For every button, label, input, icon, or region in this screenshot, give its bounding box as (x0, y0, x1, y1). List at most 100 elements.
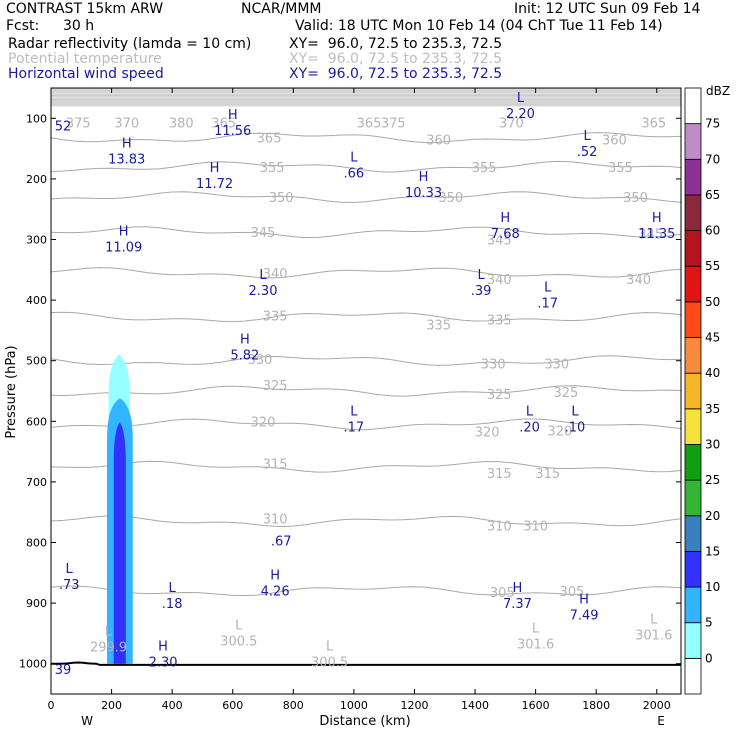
colorbar-swatch (684, 551, 702, 588)
theta-extremum-marker: L (235, 618, 243, 633)
wind-extremum-value: 5.82 (230, 348, 259, 363)
theta-label: 330 (248, 353, 273, 368)
theta-label: 330 (544, 358, 569, 373)
theta-label: 325 (487, 388, 512, 403)
theta-label: 370 (499, 117, 524, 132)
theta-label: 315 (263, 458, 288, 473)
theta-label: 345 (487, 234, 512, 249)
wind-extremum-value: .66 (344, 167, 365, 182)
theta-contour (50, 191, 682, 204)
theta-label: 345 (638, 227, 663, 242)
wind-extremum-value: 11.56 (214, 124, 251, 139)
theta-extremum-value: 300.5 (311, 656, 348, 671)
theta-contour (50, 460, 682, 473)
colorbar-swatch (684, 301, 702, 338)
wind-extremum-value: 7.37 (503, 597, 532, 612)
colorbar-swatch (684, 265, 702, 303)
model-title: CONTRAST 15km ARW (6, 1, 164, 17)
fcst-value: 30 h (63, 18, 95, 34)
theta-label: 320 (547, 424, 572, 439)
y-axis-label: Pressure (hPa) (4, 345, 19, 438)
colorbar-level: 0 (705, 651, 713, 665)
wind-extremum-value: .18 (162, 597, 183, 612)
wind-extremum-value: 39 (55, 663, 72, 678)
wind-extremum-value: 52 (55, 119, 72, 134)
theta-label: 315 (487, 467, 512, 482)
theta-label: 375 (66, 117, 91, 132)
theta-label: 370 (114, 117, 139, 132)
colorbar-swatch (684, 408, 702, 445)
theta-label: 310 (487, 520, 512, 535)
colorbar-level: 55 (705, 259, 720, 273)
theta-label: 335 (487, 313, 512, 328)
theta-label: 330 (481, 358, 506, 373)
theta-label: 355 (472, 161, 497, 176)
x-axis-label: Distance (km) (319, 714, 410, 729)
theta-contour (50, 311, 682, 323)
wind-extremum-value: .39 (471, 284, 492, 299)
colorbar-level: 10 (705, 580, 720, 594)
theta-label: 325 (553, 386, 578, 401)
theta-label: 335 (426, 318, 451, 333)
wind-extremum-value: 11.72 (196, 177, 233, 192)
y-tick-label: 100 (26, 112, 47, 125)
wind-extremum-marker: H (419, 170, 429, 185)
theta-label: 340 (487, 273, 512, 288)
wind-extremum-value: 7.49 (570, 608, 599, 623)
wind-extremum-value: 2.30 (249, 284, 278, 299)
x-tick-label: 400 (162, 699, 183, 712)
colorbar-level: 30 (705, 437, 720, 451)
wind-extremum-value: 4.26 (261, 585, 290, 600)
theta-extremum-marker: L (326, 640, 334, 655)
colorbar-swatch (684, 158, 702, 196)
x-tick-label: 1400 (461, 699, 489, 712)
colorbar: 0 5 10 15 20 25 30 35 40 45 50 55 60 65 70 75 (684, 87, 720, 695)
wind-extremum-marker: H (500, 211, 510, 226)
theta-extremum-value: 301.6 (517, 637, 554, 652)
valid-time: Valid: 18 UTC Mon 10 Feb 14 (04 ChT Tue … (295, 18, 663, 34)
wind-extremum-marker: L (526, 404, 534, 419)
colorbar-swatch (684, 194, 702, 231)
x-tick-label: 1600 (522, 699, 550, 712)
theta-contour (50, 160, 682, 173)
y-tick-label: 800 (26, 537, 47, 550)
wind-extremum-marker: L (571, 404, 579, 419)
y-tick-label: 700 (26, 476, 47, 489)
init-time: Init: 12 UTC Sun 09 Feb 14 (514, 1, 701, 17)
wind-extremum-marker: L (169, 581, 177, 596)
center-title: NCAR/MMM (241, 1, 322, 17)
colorbar-swatch (684, 230, 702, 267)
y-tick-label: 600 (26, 415, 47, 428)
wind-extremum-value: 2.30 (149, 656, 178, 671)
y-tick-label: 400 (26, 294, 47, 307)
theta-contour (50, 355, 682, 366)
theta-contour (50, 132, 682, 144)
theta-contour (50, 385, 682, 397)
theta-label: 360 (602, 134, 627, 149)
wind-extremum-marker: H (579, 592, 589, 607)
colorbar-unit: dBZ (706, 84, 730, 98)
theta-label: 365 (257, 132, 282, 147)
x-tick-label: 1800 (582, 699, 610, 712)
y-tick-label: 500 (26, 355, 47, 368)
colorbar-level: 15 (705, 544, 720, 558)
theta-label: 320 (251, 415, 276, 430)
wind-extremum-marker: H (158, 640, 168, 655)
fcst-label: Fcst: (6, 18, 40, 34)
wind-extremum-value: .52 (577, 145, 598, 160)
theta-extremum-value: 301.6 (635, 628, 672, 643)
theta-contour (50, 585, 682, 597)
theta-label: 315 (535, 467, 560, 482)
wind-extremum-value: .67 (271, 534, 292, 549)
field-3-xy: XY= 96.0, 72.5 to 235.3, 72.5 (289, 66, 503, 82)
wind-extremum-marker: H (270, 569, 280, 584)
terrain-line (51, 661, 681, 666)
field-1-name: Radar reflectivity (lamda = 10 cm) (8, 36, 252, 52)
wind-extremum-marker: H (228, 108, 238, 123)
colorbar-level: 20 (705, 509, 720, 523)
theta-label: 310 (523, 520, 548, 535)
wind-extremum-marker: H (652, 211, 662, 226)
wind-extremum-value: 7.68 (491, 227, 520, 242)
colorbar-swatch (684, 444, 702, 481)
